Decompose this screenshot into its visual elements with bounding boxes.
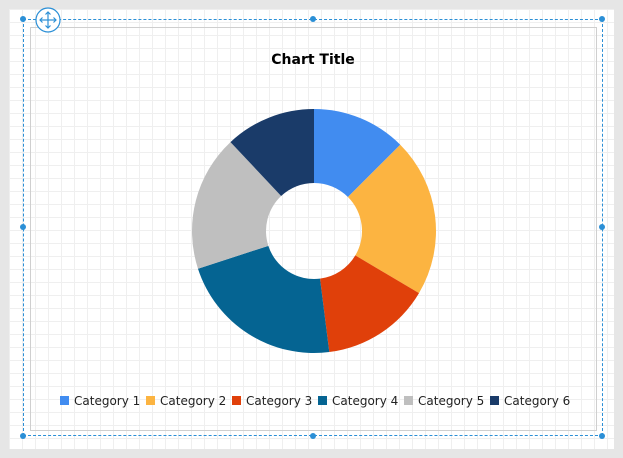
resize-handle-top[interactable] — [310, 16, 316, 22]
legend-label-5: Category 5 — [418, 394, 484, 408]
resize-handle-bottom-right[interactable] — [599, 433, 605, 439]
donut-slice-4[interactable] — [197, 245, 330, 353]
chart-legend: Category 1 Category 2 Category 3 Category 4… — [60, 394, 570, 408]
move-arrows-icon[interactable] — [35, 7, 61, 33]
legend-swatch-5 — [404, 396, 413, 405]
resize-handle-top-left[interactable] — [20, 16, 26, 22]
legend-label-3: Category 3 — [246, 394, 312, 408]
resize-handle-bottom-left[interactable] — [20, 433, 26, 439]
donut-slices — [191, 109, 436, 353]
legend-swatch-2 — [146, 396, 155, 405]
donut-slice-2[interactable] — [347, 144, 436, 294]
legend-swatch-4 — [318, 396, 327, 405]
chart-title: Chart Title — [271, 52, 355, 68]
resize-handle-bottom[interactable] — [310, 433, 316, 439]
donut-slice-5[interactable] — [191, 142, 282, 269]
legend-swatch-1 — [60, 396, 69, 405]
donut-slice-1[interactable] — [314, 109, 401, 198]
donut-slice-6[interactable] — [230, 109, 314, 197]
legend-swatch-6 — [490, 396, 499, 405]
resize-handle-top-right[interactable] — [599, 16, 605, 22]
resize-handle-left[interactable] — [20, 224, 26, 230]
resize-handle-right[interactable] — [599, 224, 605, 230]
legend-label-1: Category 1 — [74, 394, 140, 408]
legend-label-6: Category 6 — [504, 394, 570, 408]
legend-label-2: Category 2 — [160, 394, 226, 408]
legend-label-4: Category 4 — [332, 394, 398, 408]
design-canvas — [9, 9, 614, 449]
chart-area — [30, 27, 597, 431]
legend-swatch-3 — [232, 396, 241, 405]
donut-slice-3[interactable] — [320, 255, 420, 353]
